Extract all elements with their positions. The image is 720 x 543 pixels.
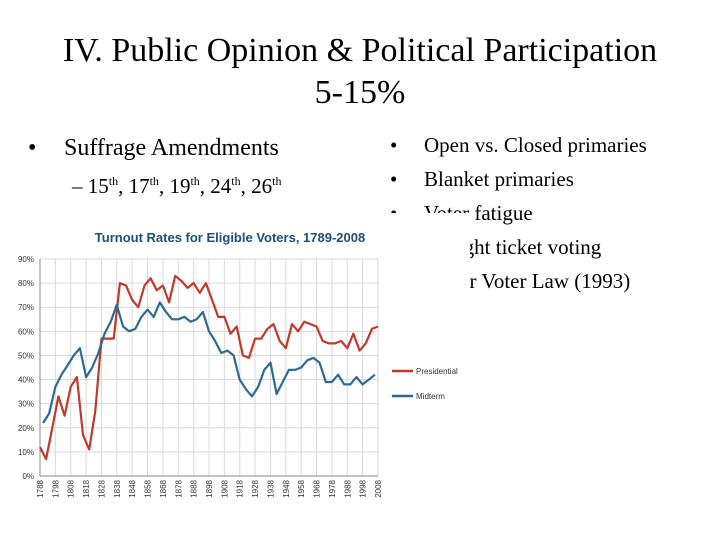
x-tick-label: 1978 — [328, 479, 337, 497]
x-tick-label: 1878 — [174, 479, 183, 497]
x-tick-label: 1888 — [190, 479, 199, 497]
x-tick-label: 1948 — [282, 479, 291, 497]
y-tick-label: 60% — [18, 327, 34, 336]
bullet-suffrage-amendments: • Suffrage Amendments — [28, 130, 368, 166]
turnout-chart: Turnout Rates for Eligible Voters, 1789-… — [0, 213, 470, 538]
y-tick-label: 50% — [18, 351, 34, 360]
legend-label-midterm: Midterm — [416, 392, 445, 401]
x-tick-label: 1788 — [36, 479, 45, 497]
left-bullet-list: • Suffrage Amendments – 15th, 17th, 19th,… — [28, 130, 368, 201]
x-tick-label: 1838 — [113, 479, 122, 497]
sub-dash: – — [72, 174, 83, 198]
y-tick-label: 90% — [18, 255, 34, 264]
slide-title: IV. Public Opinion & Political Participa… — [0, 30, 720, 114]
y-tick-label: 80% — [18, 279, 34, 288]
title-line-2: 5-15% — [314, 74, 406, 111]
x-tick-label: 1808 — [67, 479, 76, 497]
y-tick-label: 30% — [18, 400, 34, 409]
turnout-chart-svg: Turnout Rates for Eligible Voters, 1789-… — [18, 230, 458, 498]
y-tick-label: 70% — [18, 303, 34, 312]
y-tick-label: 20% — [18, 424, 34, 433]
x-tick-label: 1828 — [97, 479, 106, 497]
title-line-1: IV. Public Opinion & Political Participa… — [62, 32, 658, 69]
x-tick-label: 1898 — [205, 479, 214, 497]
x-tick-label: 1988 — [343, 479, 352, 497]
chart-legend: Presidential Midterm — [392, 367, 458, 401]
y-tick-label: 40% — [18, 376, 34, 385]
x-tick-label: 1968 — [313, 479, 322, 497]
x-tick-label: 1908 — [220, 479, 229, 497]
x-tick-label: 1858 — [144, 479, 153, 497]
y-axis-ticks: 0% 10% 20% 30% 40% 50% 60% 70% 80% 90% — [18, 255, 34, 481]
amendment-15: 15 — [87, 174, 109, 198]
x-tick-label: 1848 — [128, 479, 137, 497]
series-line-midterm — [42, 301, 376, 424]
bullet-open-closed-primaries: • Open vs. Closed primaries — [390, 133, 647, 157]
y-tick-label: 10% — [18, 448, 34, 457]
amendment-26: , 26 — [240, 174, 273, 198]
y-tick-label: 0% — [22, 472, 34, 481]
bullet-glyph: • — [28, 135, 37, 161]
x-tick-label: 1938 — [266, 479, 275, 497]
amendment-19: , 19 — [158, 174, 191, 198]
chart-series — [39, 274, 379, 461]
series-line-presidential — [39, 274, 379, 461]
legend-label-presidential: Presidential — [416, 367, 458, 376]
x-tick-label: 1918 — [236, 479, 245, 497]
x-axis-ticks: 1788 1798 1808 1818 1828 1838 1848 1858 1868 1878… — [36, 479, 383, 497]
x-tick-label: 1818 — [82, 479, 91, 497]
x-tick-label: 1798 — [51, 479, 60, 497]
chart-title: Turnout Rates for Eligible Voters, 1789-… — [95, 230, 365, 245]
x-tick-label: 1998 — [359, 479, 368, 497]
bullet-text: Suffrage Amendments — [64, 135, 279, 161]
sub-bullet-amendment-numbers: – 15th, 17th, 19th, 24th, 26th — [72, 174, 282, 198]
bullet-blanket-primaries: • Blanket primaries — [390, 167, 574, 191]
x-tick-label: 1958 — [297, 479, 306, 497]
x-tick-label: 2008 — [374, 479, 383, 497]
x-tick-label: 1868 — [159, 479, 168, 497]
amendment-24: , 24 — [199, 174, 232, 198]
amendment-17: , 17 — [118, 174, 150, 198]
x-tick-label: 1928 — [251, 479, 260, 497]
